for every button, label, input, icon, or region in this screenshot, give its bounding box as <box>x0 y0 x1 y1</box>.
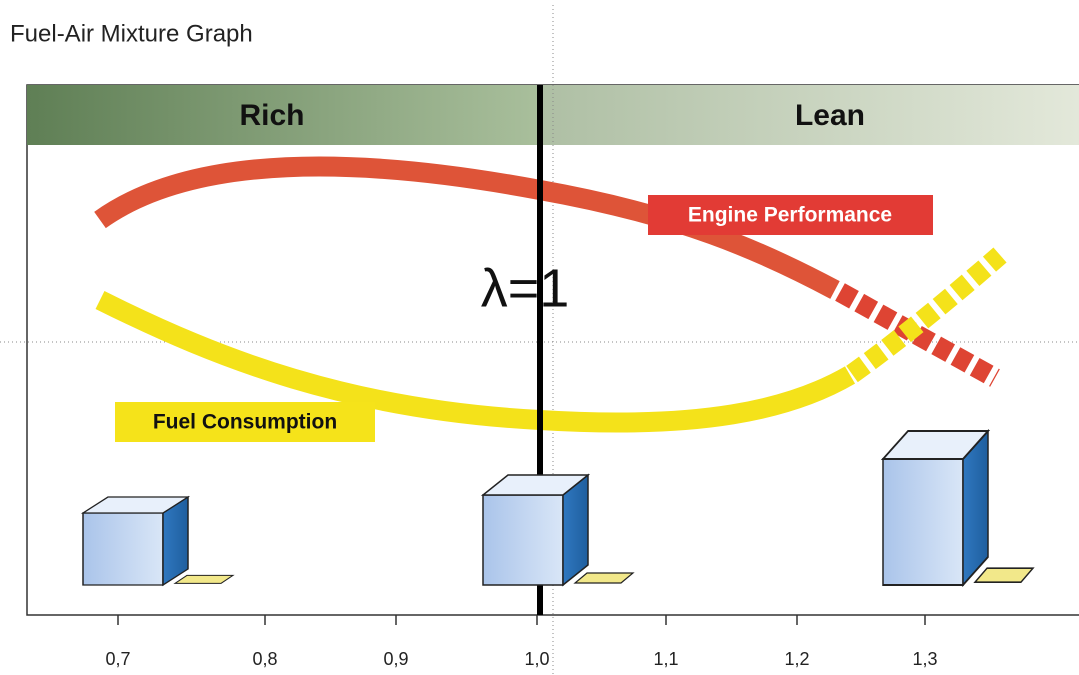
tick-label: 1,2 <box>784 649 809 669</box>
tick-label: 0,7 <box>105 649 130 669</box>
tick-label: 1,1 <box>653 649 678 669</box>
tick-label: 1,0 <box>524 649 549 669</box>
curve-label: Fuel Consumption <box>153 411 337 434</box>
band-label: Rich <box>239 99 304 132</box>
band-label: Lean <box>795 99 865 132</box>
tick-label: 1,3 <box>912 649 937 669</box>
title: Fuel-Air Mixture Graph <box>10 20 253 47</box>
tick-label: 0,9 <box>383 649 408 669</box>
lambda-label: λ=1 <box>481 258 570 318</box>
tick-label: 0,8 <box>252 649 277 669</box>
curve-label: Engine Performance <box>688 204 892 227</box>
diagram: Fuel-Air Mixture Graph Rich Lean λ=1 Eng… <box>0 0 1079 675</box>
